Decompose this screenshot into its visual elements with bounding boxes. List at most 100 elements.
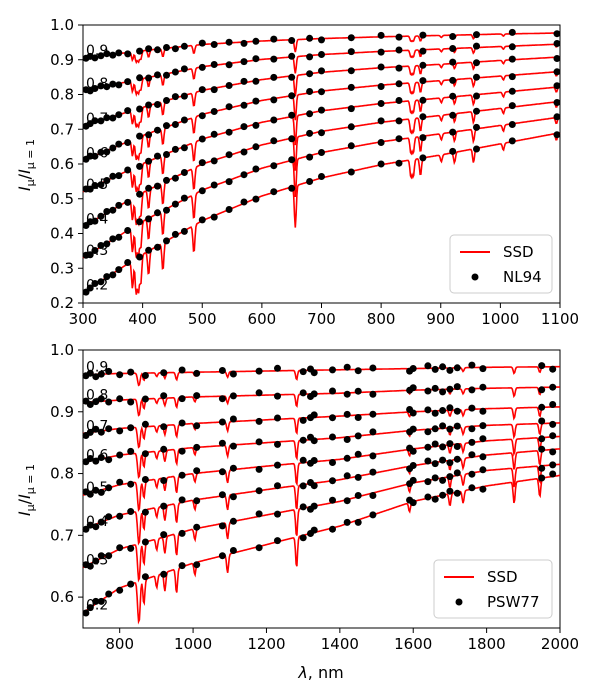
data-point [115,111,123,119]
data-point [310,390,318,398]
data-point [225,151,233,159]
data-point [193,369,201,377]
data-point [145,101,153,109]
data-point [116,395,124,403]
data-point [92,523,100,531]
data-point [136,105,144,113]
data-point [160,477,168,484]
data-point [97,212,105,220]
x-tick-label: 1100 [541,310,579,328]
data-point [329,414,336,422]
data-point [218,367,226,374]
plot-frame [82,349,561,629]
data-point [160,445,168,453]
data-point [154,101,161,108]
data-point [240,148,248,156]
x-tick-label: 1600 [394,635,432,653]
data-point [115,233,123,241]
data-point [274,414,281,422]
data-point [218,468,226,476]
data-point [180,42,188,50]
data-point [508,137,516,145]
data-point [92,398,100,406]
data-point [377,117,385,125]
data-point [468,361,476,369]
mu-label-0.5: 0.5 [86,177,108,193]
data-point [395,64,403,72]
data-point [86,562,94,570]
y-tick-label: 0.9 [50,51,74,69]
data-point [171,230,179,238]
data-point [449,76,457,84]
data-point [97,428,105,436]
data-point [218,395,226,403]
data-point [439,363,447,371]
data-point [154,152,161,160]
data-point [103,83,111,91]
data-point [103,148,111,156]
data-point [116,371,124,379]
data-point [198,86,206,94]
data-point [240,58,248,66]
data-point [225,103,233,111]
data-point [116,586,124,594]
data-point [549,401,557,408]
data-point [446,487,454,495]
data-point [424,457,432,465]
legend-line-label: SSD [487,568,518,586]
data-point [240,198,248,206]
data-point [549,383,557,391]
data-point [160,369,168,377]
data-point [274,510,281,518]
data-point [468,484,476,492]
data-point [163,122,170,130]
data-point [538,403,546,411]
data-point [446,425,454,433]
data-point [288,135,296,143]
data-point [431,440,439,448]
data-point [160,531,168,539]
data-point [354,414,362,421]
data-point [255,544,263,552]
data-point [479,453,487,461]
data-point [180,194,188,202]
data-point [86,251,94,259]
data-point [92,457,100,465]
mu-label-0.3: 0.3 [86,552,108,568]
data-point [270,55,278,63]
data-point [97,552,105,560]
data-point [343,518,351,526]
x-tick-label: 1800 [468,635,506,653]
data-point [160,502,168,510]
data-point [145,157,153,165]
data-point [553,40,561,47]
data-point [109,144,117,152]
data-point [229,415,237,423]
data-point [549,365,557,373]
data-point [178,496,186,504]
data-point [553,30,561,38]
data-point [479,466,487,474]
data-point [229,392,237,400]
y-tick-label: 1.0 [50,341,74,359]
legend-marker-swatch [471,273,479,281]
data-point [105,398,113,406]
data-point [377,100,385,107]
data-point [354,432,362,440]
data-point [127,480,135,488]
data-point [252,97,260,105]
data-point [449,128,457,136]
data-point [103,114,111,122]
data-point [116,544,124,552]
data-point [109,51,117,59]
data-point [229,464,237,472]
data-point [288,184,296,192]
data-point [115,140,123,148]
data-point [306,53,314,61]
data-point [240,77,248,85]
data-point [124,139,132,146]
data-point [193,497,201,505]
y-tick-label: 0.7 [50,120,74,138]
data-point [255,438,263,446]
data-point [299,503,307,511]
